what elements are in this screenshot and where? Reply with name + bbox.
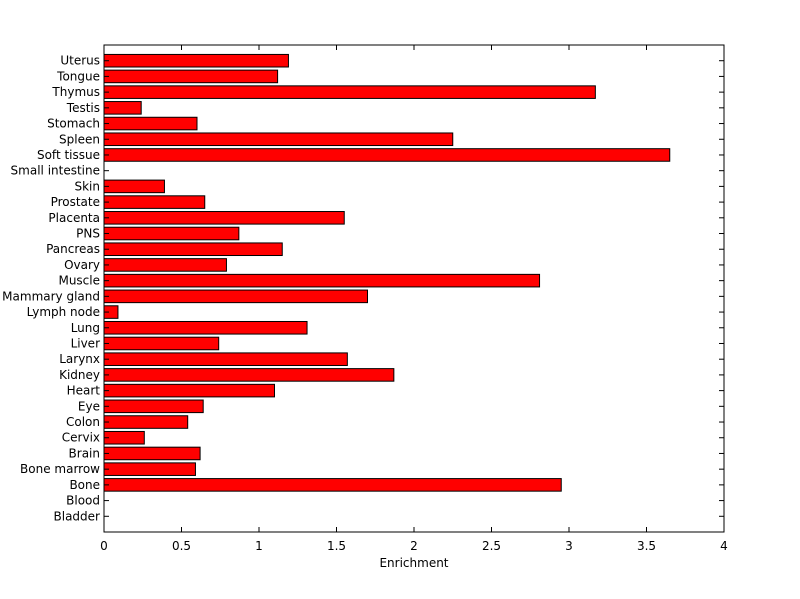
plot-area — [104, 45, 724, 532]
y-tick-label: Blood — [66, 494, 100, 508]
y-tick-label: Liver — [71, 336, 101, 350]
x-tick-label: 2.5 — [482, 539, 501, 553]
y-tick-label: Bone — [69, 478, 100, 492]
y-tick-label: Placenta — [48, 211, 100, 225]
bar-soft-tissue — [103, 148, 671, 162]
bar-larynx — [103, 352, 348, 366]
x-tick-label: 1 — [255, 539, 263, 553]
y-tick-label: PNS — [76, 227, 100, 241]
y-tick-label: Testis — [66, 101, 100, 115]
y-tick-label: Spleen — [59, 132, 100, 146]
y-tick-label: Eye — [78, 399, 100, 413]
bar-lung — [103, 320, 308, 335]
bar-eye — [103, 399, 204, 414]
y-tick-label: Kidney — [59, 368, 100, 382]
bar-kidney — [103, 368, 395, 382]
x-tick-label: 1.5 — [327, 539, 346, 553]
plot-frame — [103, 44, 725, 533]
x-tick-label: 2 — [410, 539, 418, 553]
bar-heart — [103, 383, 275, 398]
y-tick-label: Skin — [74, 179, 100, 193]
y-tick-label: Cervix — [62, 431, 100, 445]
bar-stomach — [103, 116, 198, 131]
y-tick-label: Small intestine — [11, 164, 100, 178]
bar-muscle — [103, 273, 541, 288]
bar-spleen — [103, 132, 454, 147]
bar-tongue — [103, 69, 279, 84]
bar-ovary — [103, 258, 227, 272]
bar-placenta — [103, 211, 345, 225]
y-tick-label: Stomach — [47, 117, 100, 131]
y-tick-label: Uterus — [60, 54, 100, 68]
y-tick-label: Ovary — [64, 258, 100, 272]
y-tick-label: Thymus — [51, 85, 100, 99]
bar-thymus — [103, 85, 596, 99]
bar-brain — [103, 446, 201, 461]
x-tick-label: 0.5 — [172, 539, 191, 553]
y-tick-label: Lung — [71, 321, 100, 335]
bar-testis — [103, 101, 142, 115]
bar-cervix — [103, 430, 145, 445]
x-tick-label: 0 — [100, 539, 108, 553]
bar-pns — [103, 226, 240, 241]
y-tick-label: Larynx — [59, 352, 100, 366]
bar-liver — [103, 336, 220, 351]
bar-mammary-gland — [103, 289, 368, 304]
y-tick-label: Mammary gland — [2, 289, 100, 303]
x-tick-label: 3 — [565, 539, 573, 553]
y-tick-label: Bladder — [54, 509, 101, 523]
bar-bone-marrow — [103, 462, 196, 476]
x-axis-ticks: 0 0.5 1 1.5 2 2.5 3 3.5 4 — [100, 45, 728, 553]
y-tick-label: Tongue — [56, 69, 100, 83]
x-axis-label: Enrichment — [379, 556, 448, 570]
bar-uterus — [103, 53, 289, 68]
y-tick-label: Muscle — [58, 274, 100, 288]
x-tick-label: 3.5 — [637, 539, 656, 553]
y-tick-label: Pancreas — [46, 242, 100, 256]
y-tick-label: Colon — [66, 415, 100, 429]
y-tick-label: Bone marrow — [20, 462, 100, 476]
bar-prostate — [103, 195, 206, 209]
bar-skin — [103, 179, 165, 194]
y-tick-label: Heart — [67, 384, 101, 398]
y-tick-label: Lymph node — [27, 305, 100, 319]
y-tick-label: Prostate — [51, 195, 100, 209]
bar-bone — [103, 478, 562, 492]
x-tick-label: 4 — [720, 539, 728, 553]
y-tick-label: Brain — [69, 446, 100, 460]
bar-pancreas — [103, 242, 283, 257]
y-tick-label: Soft tissue — [37, 148, 100, 162]
bar-colon — [103, 415, 189, 429]
